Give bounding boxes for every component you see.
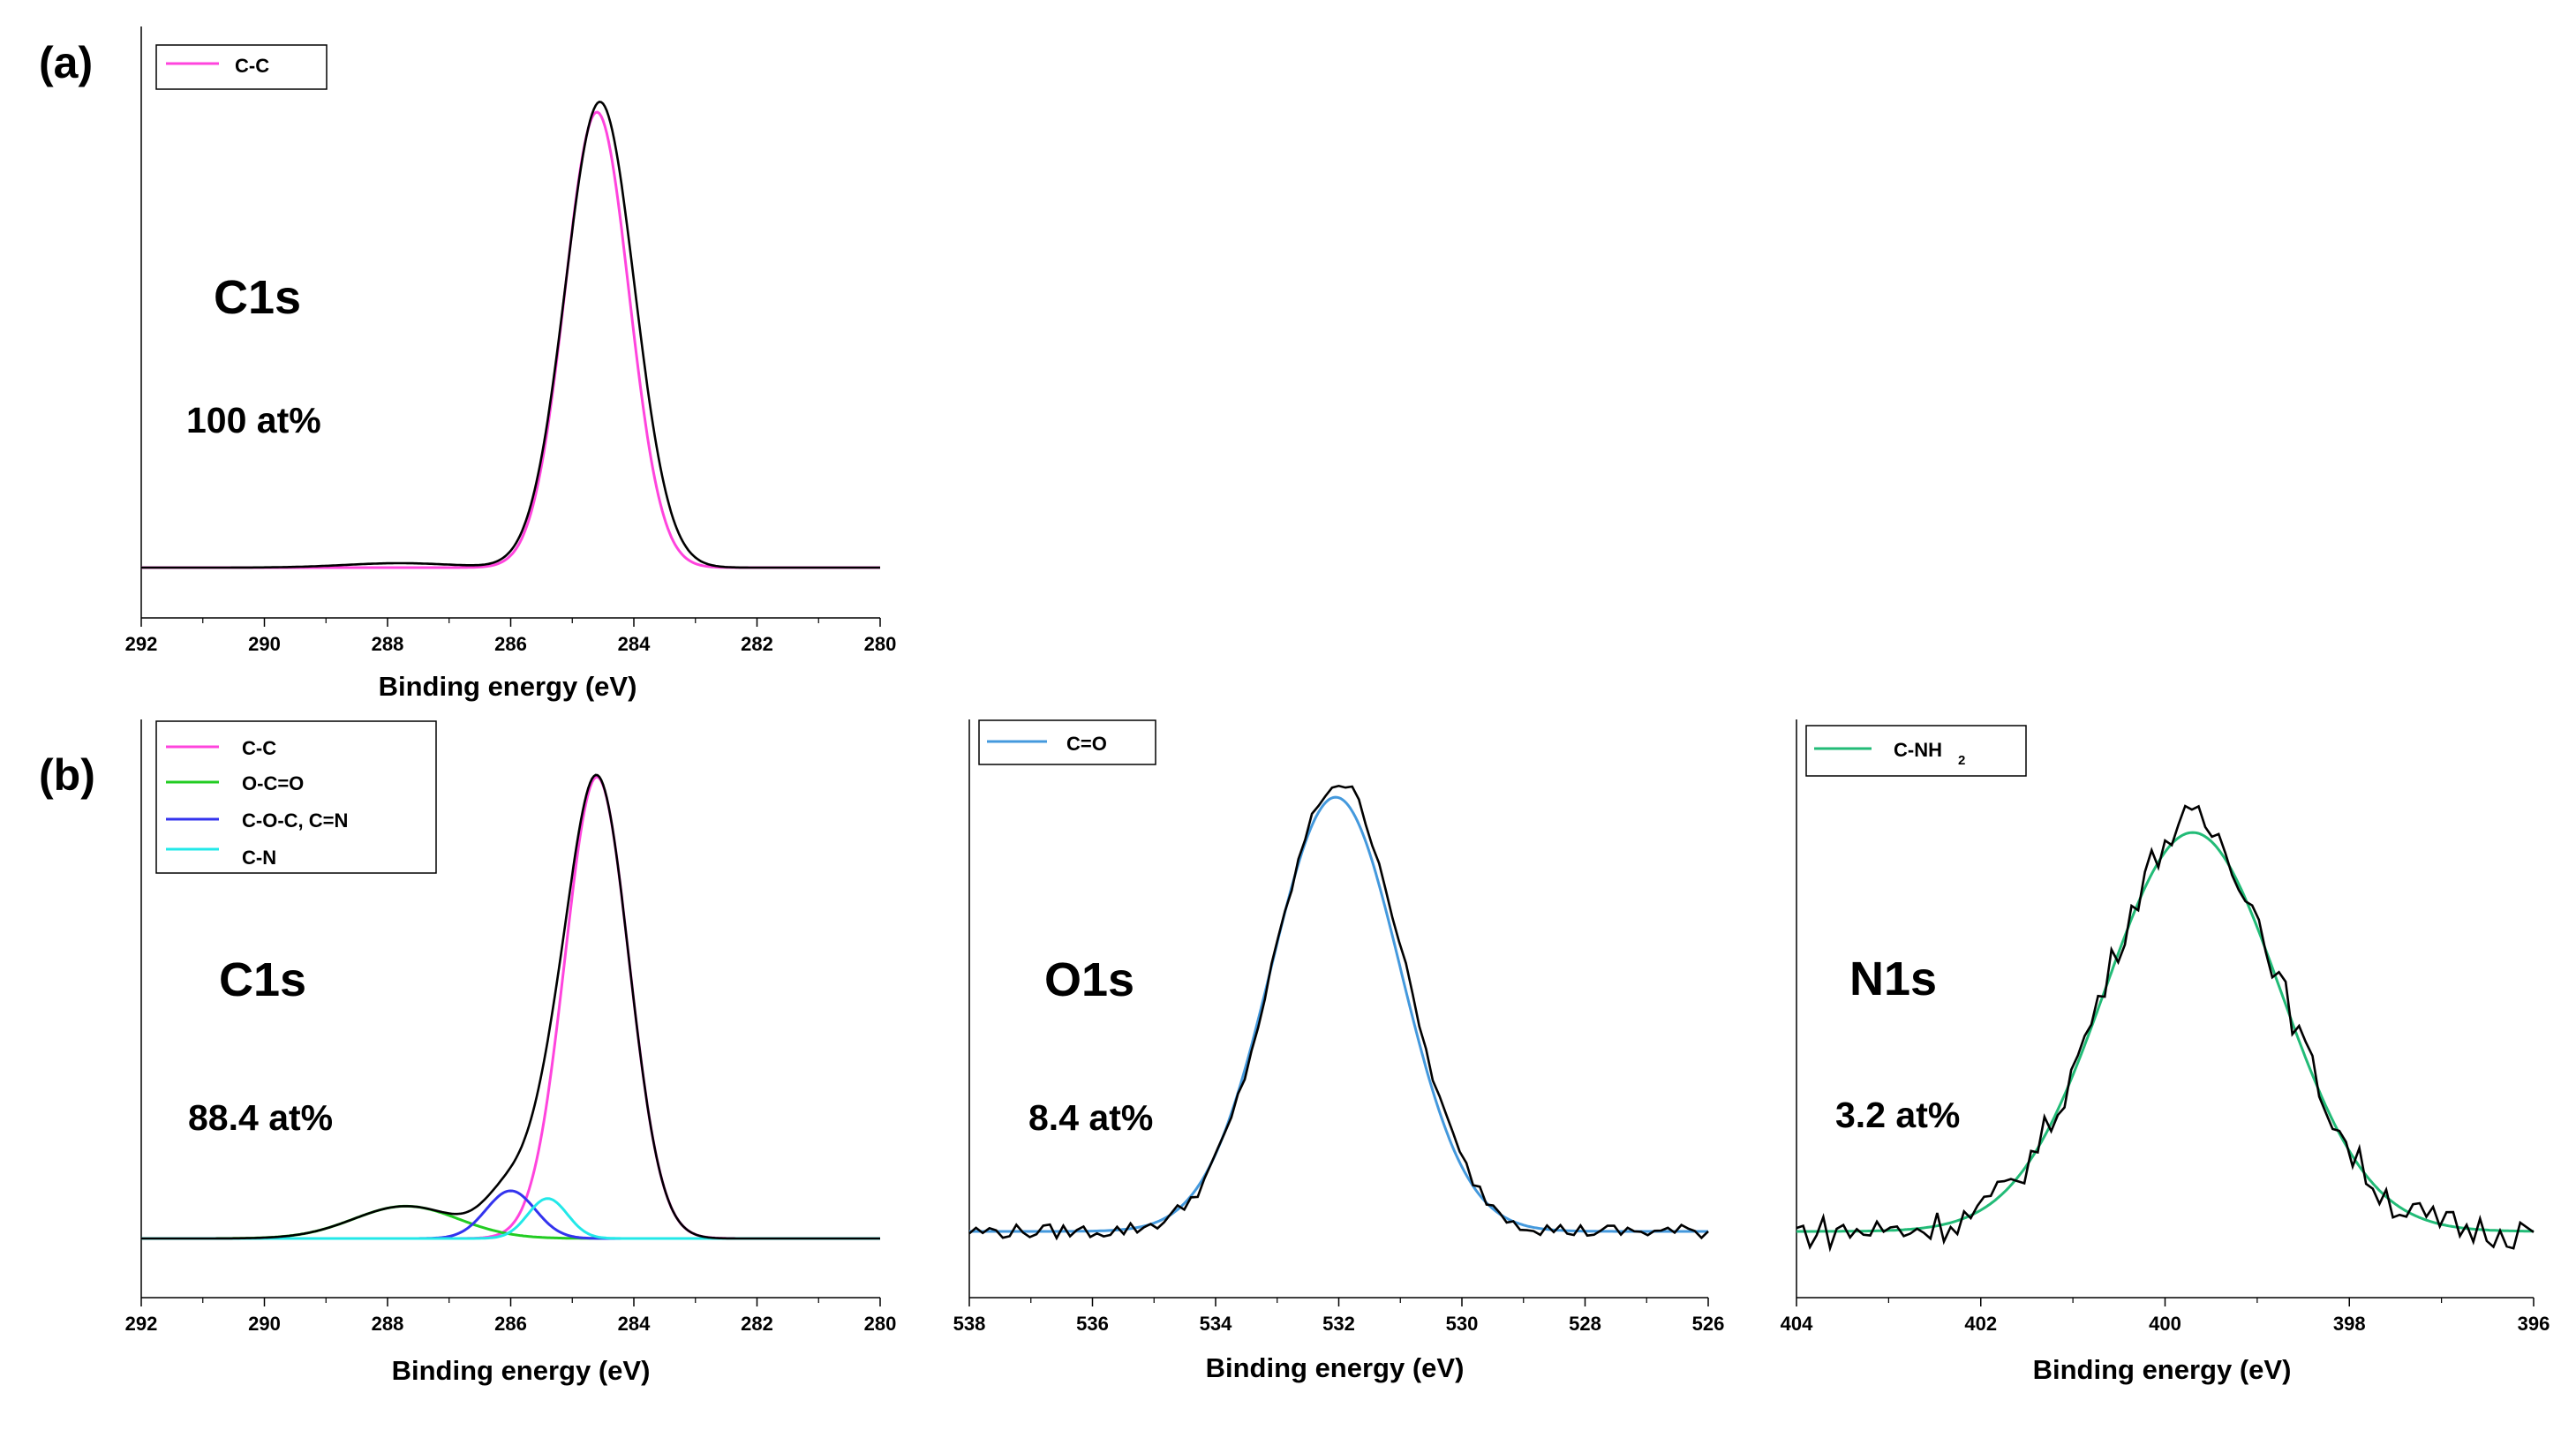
x-tick-label: 402	[1964, 1313, 1997, 1335]
chart-o1s: 538 536 534 532 530 528 526 Binding energy (eV…	[953, 719, 1725, 1383]
panel-label-a: (a)	[39, 38, 93, 87]
legend-label-c-c: C-C	[235, 55, 269, 77]
atomic-percent-label: 3.2 at%	[1835, 1095, 1960, 1135]
envelope-spectrum	[141, 773, 880, 1240]
x-tick-label: 400	[2149, 1313, 2181, 1335]
x-tick-label: 404	[1781, 1313, 1813, 1335]
x-tick-label: 530	[1446, 1313, 1479, 1335]
x-tick-label: 280	[864, 633, 897, 655]
chart-n1s: 404 402 400 398 396 Binding energy (eV) N1s …	[1781, 719, 2550, 1385]
x-axis-label: Binding energy (eV)	[379, 671, 637, 702]
x-axis-label: Binding energy (eV)	[1206, 1352, 1465, 1383]
fit-curves	[969, 795, 1708, 1233]
x-tick-label: 526	[1692, 1313, 1725, 1335]
legend-label-c-n: C-N	[242, 847, 276, 869]
legend-box	[155, 44, 328, 90]
x-ticks: 404 402 400 398 396	[1781, 1298, 2550, 1335]
legend: C-C	[155, 44, 328, 90]
fit-curve-c-o	[969, 795, 1708, 1233]
spectrum-line	[1796, 804, 2535, 1253]
chart-c1s-b: 292 290 288 286 284 282 280 Binding energy (eV…	[125, 719, 897, 1386]
fit-curves	[1796, 831, 2534, 1233]
x-ticks: 538 536 534 532 530 528 526	[953, 1298, 1725, 1335]
fit-curve-c-n	[141, 1197, 880, 1240]
legend-label-c-c: C-C	[242, 737, 276, 759]
fit-curve-c-nh2	[1796, 831, 2534, 1233]
x-tick-label: 532	[1322, 1313, 1355, 1335]
x-axis-label: Binding energy (eV)	[2033, 1354, 2292, 1385]
legend: C-C O-C=O C-O-C, C=N C-N	[155, 720, 437, 874]
fit-curves	[141, 110, 880, 569]
x-tick-label: 286	[494, 633, 527, 655]
region-label: C1s	[219, 953, 306, 1006]
x-ticks: 292 290 288 286 284 282 280	[125, 618, 897, 655]
x-tick-label: 398	[2333, 1313, 2366, 1335]
fit-curve-c-c	[141, 110, 880, 569]
raw-spectrum	[1796, 804, 2535, 1253]
spectrum-line	[968, 784, 1709, 1241]
region-label: C1s	[214, 271, 301, 324]
x-tick-label: 284	[618, 633, 651, 655]
legend: C=O	[978, 719, 1156, 765]
raw-spectrum	[968, 784, 1709, 1241]
region-label: N1s	[1849, 952, 1937, 1005]
atomic-percent-label: 88.4 at%	[188, 1097, 333, 1138]
spectrum-line	[141, 101, 880, 569]
fit-curve-o-c-o	[141, 1204, 880, 1240]
region-label: O1s	[1044, 953, 1134, 1006]
spectrum-line	[141, 773, 880, 1240]
x-tick-label: 292	[125, 633, 158, 655]
x-tick-label: 288	[372, 633, 404, 655]
x-tick-label: 282	[741, 1313, 773, 1335]
atomic-percent-label: 8.4 at%	[1028, 1097, 1153, 1138]
legend: C-NH 2	[1805, 725, 2027, 777]
x-tick-label: 280	[864, 1313, 897, 1335]
x-tick-label: 290	[248, 633, 281, 655]
x-tick-label: 288	[372, 1313, 404, 1335]
raw-spectrum	[141, 101, 880, 569]
legend-label-c-o: C=O	[1066, 733, 1107, 755]
legend-label-c-nh2-subscript: 2	[1958, 753, 1965, 768]
x-axis-label: Binding energy (eV)	[392, 1355, 651, 1386]
x-tick-label: 284	[618, 1313, 651, 1335]
x-tick-label: 528	[1569, 1313, 1601, 1335]
x-tick-label: 282	[741, 633, 773, 655]
x-tick-label: 538	[953, 1313, 986, 1335]
panel-label-b: (b)	[39, 750, 95, 800]
legend-label-c-o-c: C-O-C, C=N	[242, 809, 348, 832]
x-ticks: 292 290 288 286 284 282 280	[125, 1298, 897, 1335]
chart-c1s-a: 292 290 288 286 284 282 280 Binding energy (eV…	[125, 26, 897, 702]
axes	[968, 719, 1708, 1299]
x-tick-label: 534	[1200, 1313, 1232, 1335]
x-tick-label: 286	[494, 1313, 527, 1335]
x-tick-label: 396	[2518, 1313, 2550, 1335]
legend-label-o-c-o: O-C=O	[242, 772, 304, 794]
x-tick-label: 292	[125, 1313, 158, 1335]
legend-box	[1805, 725, 2027, 777]
x-tick-label: 536	[1076, 1313, 1109, 1335]
x-tick-label: 290	[248, 1313, 281, 1335]
legend-label-c-nh2: C-NH	[1894, 739, 1942, 761]
atomic-percent-label: 100 at%	[186, 400, 321, 440]
